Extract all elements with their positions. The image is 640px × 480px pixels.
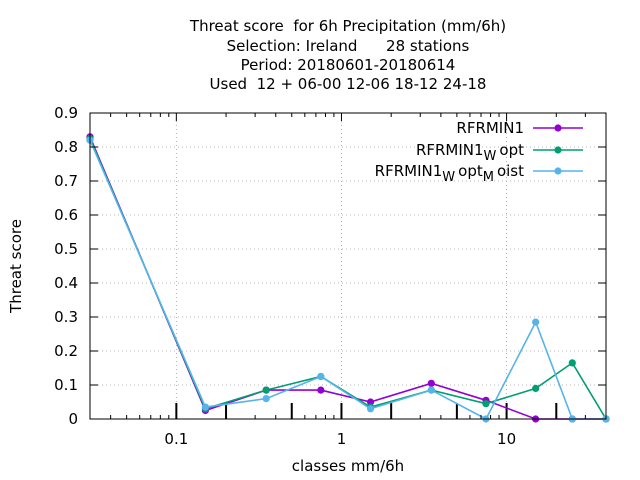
y-tick-label: 0.8 [54,138,78,156]
legend-subscript: M [483,170,494,185]
legend-marker [554,167,562,175]
data-point [317,386,325,394]
title-line-3: Period: 20180601-20180614 [240,56,456,74]
data-point [201,403,210,411]
plot-frame [89,112,607,420]
legend-text: opt [458,162,483,180]
data-point [482,400,490,408]
legend-marker [554,124,562,132]
data-point [427,386,435,394]
series-line [89,136,606,420]
legend-entry-3: RFRMIN1W optM oist [375,162,583,185]
axes-ticks: 0 0.1 0.2 0.3 0.4 0.5 0.6 0.7 0.8 0.9 0.1 1 10 [54,104,606,448]
legend-text: RFRMIN1 [456,119,524,137]
legend-marker [554,146,562,154]
data-point [532,318,540,326]
data-point [366,398,375,406]
y-tick-label: 0.5 [54,240,78,258]
legend-entry-1: RFRMIN1 [456,119,583,137]
data-point [532,384,540,392]
y-tick-label: 0.6 [54,206,78,224]
data-point [317,372,325,381]
grid [90,113,606,419]
legend-subscript: W [442,170,455,185]
x-axis-label: classes mm/6h [292,457,404,475]
legend-text: oist [497,162,524,180]
series-3 [86,136,610,423]
y-tick-label: 0 [68,410,78,428]
series-line [89,139,606,421]
y-axis-label: Threat score [7,219,25,314]
series-line [89,138,607,420]
series-1 [86,133,610,423]
series-lines [86,133,610,423]
y-tick-label: 0.4 [54,274,78,292]
data-point [568,359,576,367]
legend-text: RFRMIN1 [416,141,484,159]
x-tick-label: 1 [337,430,347,448]
series-2 [86,134,610,423]
data-point [262,395,270,403]
legend-text: opt [499,141,524,159]
legend-label: RFRMIN1W optM oist [375,162,524,185]
data-point [366,405,375,413]
title-line-4: Used 12 + 06-00 12-06 18-12 24-18 [209,75,487,93]
x-tick-label: 0.1 [164,430,188,448]
x-tick-label: 10 [497,430,516,448]
legend-entry-2: RFRMIN1W opt [416,141,583,164]
title-line-1: Threat score for 6h Precipitation (mm/6h… [189,17,507,35]
legend-subscript: W [484,149,497,164]
legend-text: RFRMIN1 [375,162,443,180]
y-tick-label: 0.9 [54,104,78,122]
legend-label: RFRMIN1 [456,119,524,137]
y-tick-label: 0.3 [54,308,78,326]
data-point [427,379,435,387]
title-line-2: Selection: Ireland 28 stations [226,37,470,55]
y-tick-label: 0.2 [54,342,78,360]
legend-label: RFRMIN1W opt [416,141,524,164]
y-tick-label: 0.1 [54,376,78,394]
data-point [262,386,270,394]
y-tick-label: 0.7 [54,172,78,190]
